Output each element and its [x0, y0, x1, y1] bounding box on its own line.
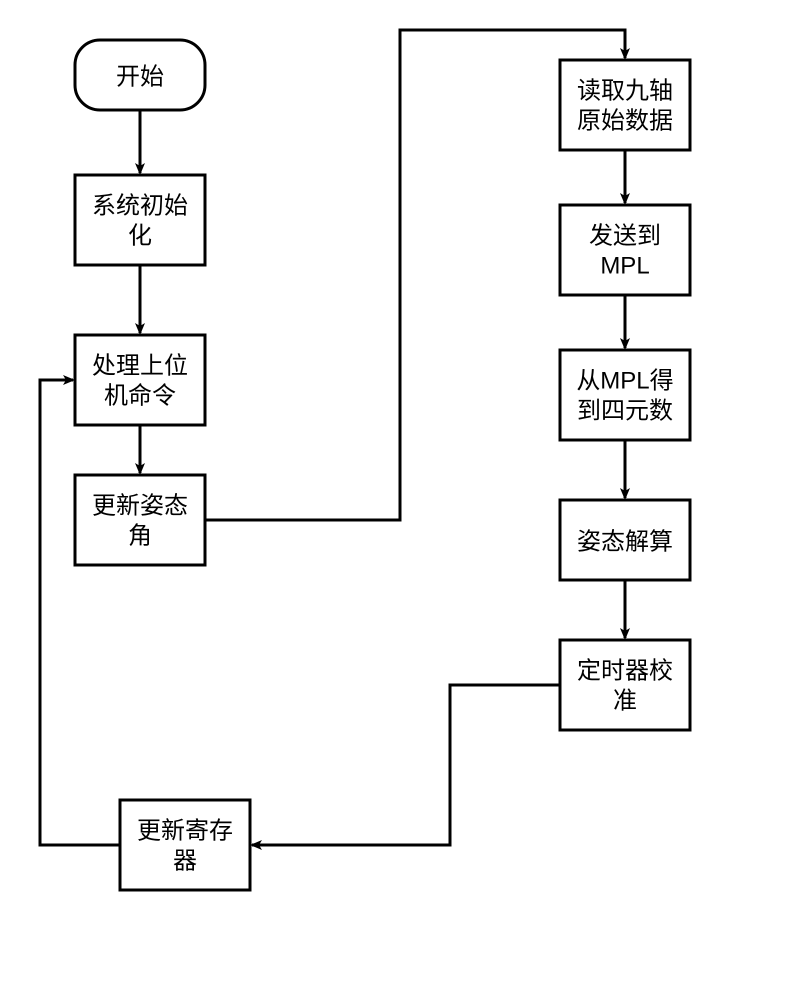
node-init-l2: 化 — [128, 222, 152, 249]
node-raw-l2: 原始数据 — [577, 107, 673, 134]
node-quat — [560, 350, 690, 440]
node-reg-l2: 器 — [173, 847, 197, 874]
node-start-label: 开始 — [116, 63, 164, 90]
edge-reg-cmd — [40, 380, 120, 845]
node-angle — [75, 475, 205, 565]
node-quat-l1: 从MPL得 — [576, 367, 673, 394]
node-reg-l1: 更新寄存 — [137, 817, 233, 844]
node-angle-l1: 更新姿态 — [92, 492, 188, 519]
node-send-l1: 发送到 — [589, 222, 661, 249]
node-init-l1: 系统初始 — [92, 192, 188, 219]
edge-timer-reg — [252, 685, 560, 845]
node-reg — [120, 800, 250, 890]
node-solve-label: 姿态解算 — [577, 528, 673, 555]
node-timer — [560, 640, 690, 730]
node-quat-l2: 到四元数 — [577, 397, 673, 424]
node-timer-l1: 定时器校 — [577, 657, 673, 684]
node-cmd-l1: 处理上位 — [92, 352, 188, 379]
node-raw — [560, 60, 690, 150]
node-send — [560, 205, 690, 295]
node-cmd — [75, 335, 205, 425]
node-send-l2: MPL — [600, 252, 649, 279]
node-raw-l1: 读取九轴 — [577, 77, 673, 104]
node-timer-l2: 准 — [613, 687, 637, 714]
node-cmd-l2: 机命令 — [104, 382, 176, 409]
node-angle-l2: 角 — [128, 522, 152, 549]
node-init — [75, 175, 205, 265]
